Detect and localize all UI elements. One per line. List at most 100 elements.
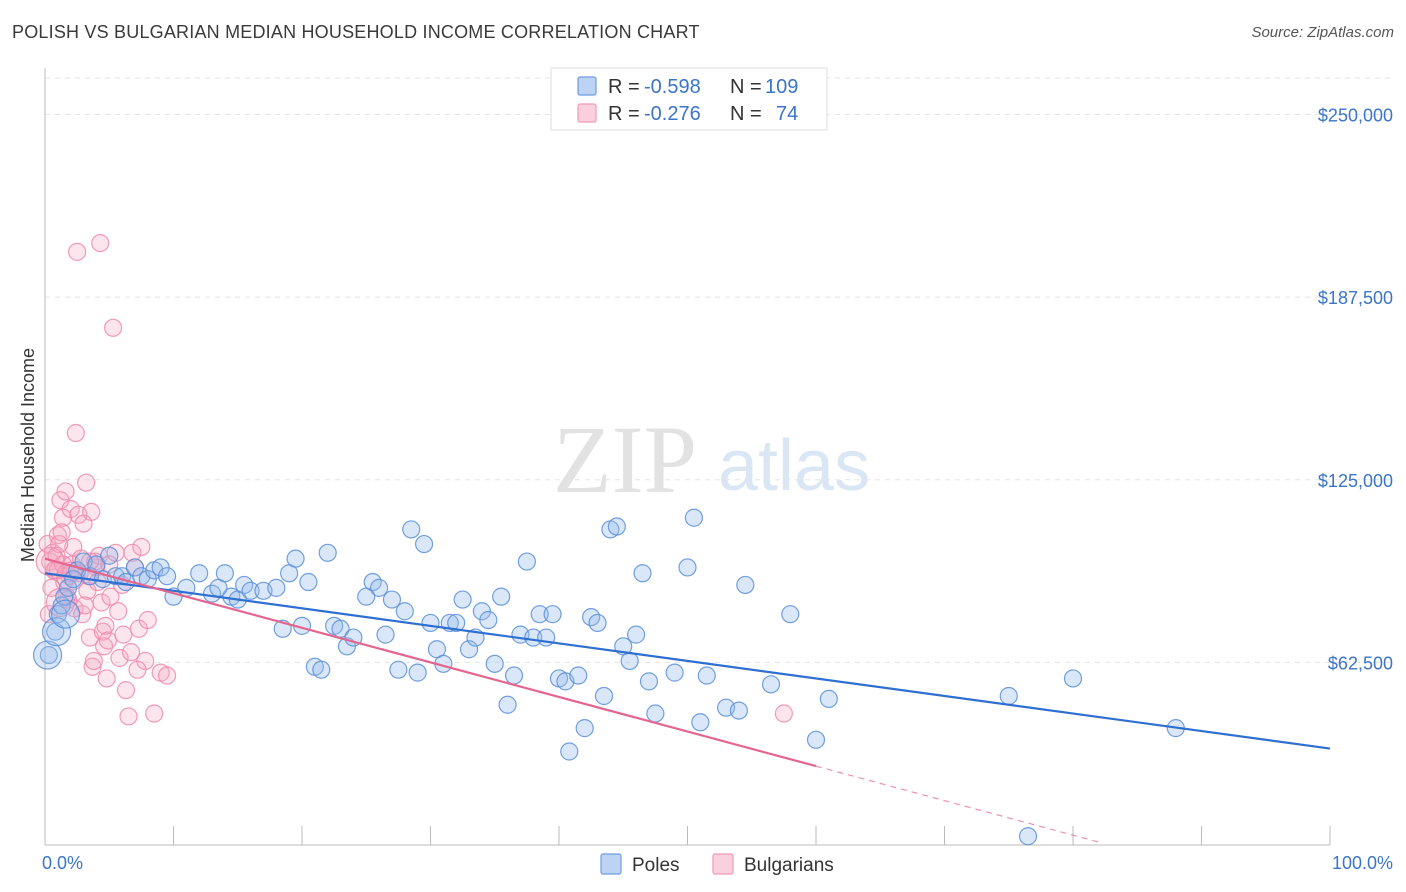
poles-point-33 [267, 578, 286, 597]
poles-point-85 [607, 517, 626, 536]
poles-point-71 [517, 552, 536, 571]
poles-point-0 [39, 645, 58, 665]
poles-point-72 [524, 628, 543, 647]
poles-point-89 [633, 564, 652, 583]
poles-point-56 [421, 613, 440, 633]
bulgarians-point-63 [101, 587, 120, 606]
legend-r-label-poles: R = [608, 76, 640, 98]
bottom-legend-swatch-poles [600, 853, 622, 875]
poles-point-5 [59, 578, 78, 597]
poles-point-75 [543, 605, 562, 624]
poles-points [32, 508, 1185, 846]
watermark-atlas: atlas [718, 426, 870, 506]
y-tick-label-1: $125,000 [1318, 471, 1393, 491]
y-tick-label-2: $187,500 [1318, 288, 1393, 308]
bulgarians-point-45 [145, 704, 164, 723]
bottom-legend-label-poles: Poles [632, 855, 680, 876]
poles-point-65 [479, 610, 498, 630]
legend-swatch-bulgarians [577, 103, 597, 123]
bulgarians-points [35, 233, 793, 726]
bulgarians-point-60 [92, 593, 111, 612]
poles-point-67 [492, 587, 511, 606]
poles-point-36 [286, 549, 305, 568]
trend-lines [44, 557, 1331, 843]
watermark-zip: ZIP [553, 406, 697, 513]
bulgarians-point-33 [104, 318, 123, 337]
poles-point-78 [560, 742, 579, 761]
poles-point-54 [408, 663, 427, 682]
y-tick-label-3: $250,000 [1318, 106, 1393, 126]
bulgarians-point-28 [91, 233, 110, 253]
bulgarians-point-66 [121, 643, 141, 662]
bulgarians-point-23 [82, 502, 101, 522]
poles-point-103 [819, 689, 838, 709]
bottom-legend-swatch-bulgarians [712, 853, 734, 875]
bulgarians-point-35 [110, 648, 129, 668]
bulgarians-point-39 [123, 543, 142, 562]
legend-r-value-bulgarians: -0.276 [644, 103, 701, 125]
bulgarians-point-31 [97, 669, 116, 688]
poles-point-52 [395, 602, 414, 621]
poles-point-66 [485, 654, 504, 673]
poles-point-73 [530, 605, 549, 624]
y-tick-labels: $62,500 $125,000 $187,500 $250,000 [1318, 106, 1393, 674]
bulgarians-point-large-0 [35, 546, 65, 577]
x-tick-labels: 0.0% 100.0% [42, 853, 1393, 873]
poles-point-31 [241, 581, 260, 600]
poles-point-60 [447, 613, 466, 633]
bulgarians-point-25 [84, 651, 103, 671]
y-tick-label-0: $62,500 [1328, 653, 1393, 673]
bulgarians-point-64 [109, 602, 128, 621]
x-tick-label-1: 100.0% [1332, 853, 1393, 873]
poles-point-50 [382, 590, 402, 609]
poles-point-24 [190, 564, 209, 583]
poles-point-large-0 [32, 640, 63, 670]
poles-point-92 [665, 663, 684, 682]
poles-point-62 [459, 640, 479, 659]
chart-source: Source: ZipAtlas.com [1251, 24, 1394, 41]
poles-point-101 [781, 605, 800, 624]
poles-point-95 [691, 713, 710, 732]
chart-title: POLISH VS BULGARIAN MEDIAN HOUSEHOLD INC… [12, 22, 700, 42]
poles-point-99 [736, 575, 755, 595]
poles-point-105 [1063, 669, 1083, 688]
legend-r-label-bulgarians: R = [608, 103, 640, 125]
legend-n-value-bulgarians: 74 [776, 103, 798, 125]
poles-point-41 [318, 543, 337, 562]
bulgarians-point-37 [116, 681, 136, 700]
poles-point-large-1 [41, 617, 72, 647]
poles-point-51 [389, 660, 408, 679]
poles-point-80 [575, 719, 594, 738]
poles-point-93 [678, 558, 697, 577]
poles-point-48 [370, 578, 389, 597]
bulgarians-point-72 [774, 704, 793, 723]
poles-point-90 [639, 672, 659, 691]
poles-point-21 [157, 567, 177, 586]
bulgarians-point-19 [77, 473, 96, 492]
poles-point-68 [498, 695, 517, 714]
legend-n-label-bulgarians: N = [730, 103, 762, 125]
poles-point-40 [312, 660, 331, 679]
bulgarians-point-62 [98, 631, 118, 650]
axes [44, 68, 1331, 846]
y-axis-title: Median Household Income [18, 348, 38, 562]
poles-point-82 [588, 613, 607, 633]
bulgarians-point-24 [83, 657, 102, 676]
poles-point-53 [402, 520, 421, 539]
poles-point-107 [1018, 827, 1038, 846]
poles-point-79 [569, 666, 588, 685]
poles-point-87 [620, 651, 639, 671]
poles-point-91 [646, 704, 665, 723]
poles-point-55 [414, 534, 434, 554]
poles-point-83 [594, 686, 614, 706]
bulgarians-point-38 [119, 707, 138, 726]
bulgarians-point-14 [66, 423, 85, 443]
bulgarians-point-61 [96, 616, 115, 635]
poles-point-38 [299, 572, 318, 592]
poles-point-100 [761, 675, 781, 694]
grid-lines [45, 77, 1395, 663]
poles-trend-line [44, 572, 1331, 750]
top-legend: R = -0.598 N = 109 R = -0.276 N = 74 [550, 67, 828, 131]
bulgarians-point-8 [56, 482, 75, 501]
